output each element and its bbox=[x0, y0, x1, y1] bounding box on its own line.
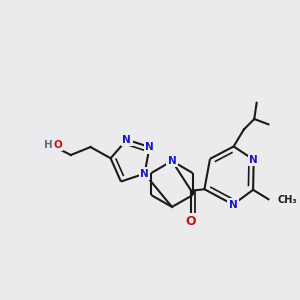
Text: N: N bbox=[229, 200, 237, 210]
Text: N: N bbox=[168, 156, 176, 166]
Text: N: N bbox=[249, 155, 258, 165]
Text: N: N bbox=[122, 135, 131, 145]
Text: O: O bbox=[53, 140, 62, 150]
Text: N: N bbox=[140, 169, 149, 178]
Text: O: O bbox=[185, 215, 196, 228]
Text: CH₃: CH₃ bbox=[277, 195, 297, 205]
Text: H: H bbox=[44, 140, 53, 150]
Text: N: N bbox=[145, 142, 154, 152]
